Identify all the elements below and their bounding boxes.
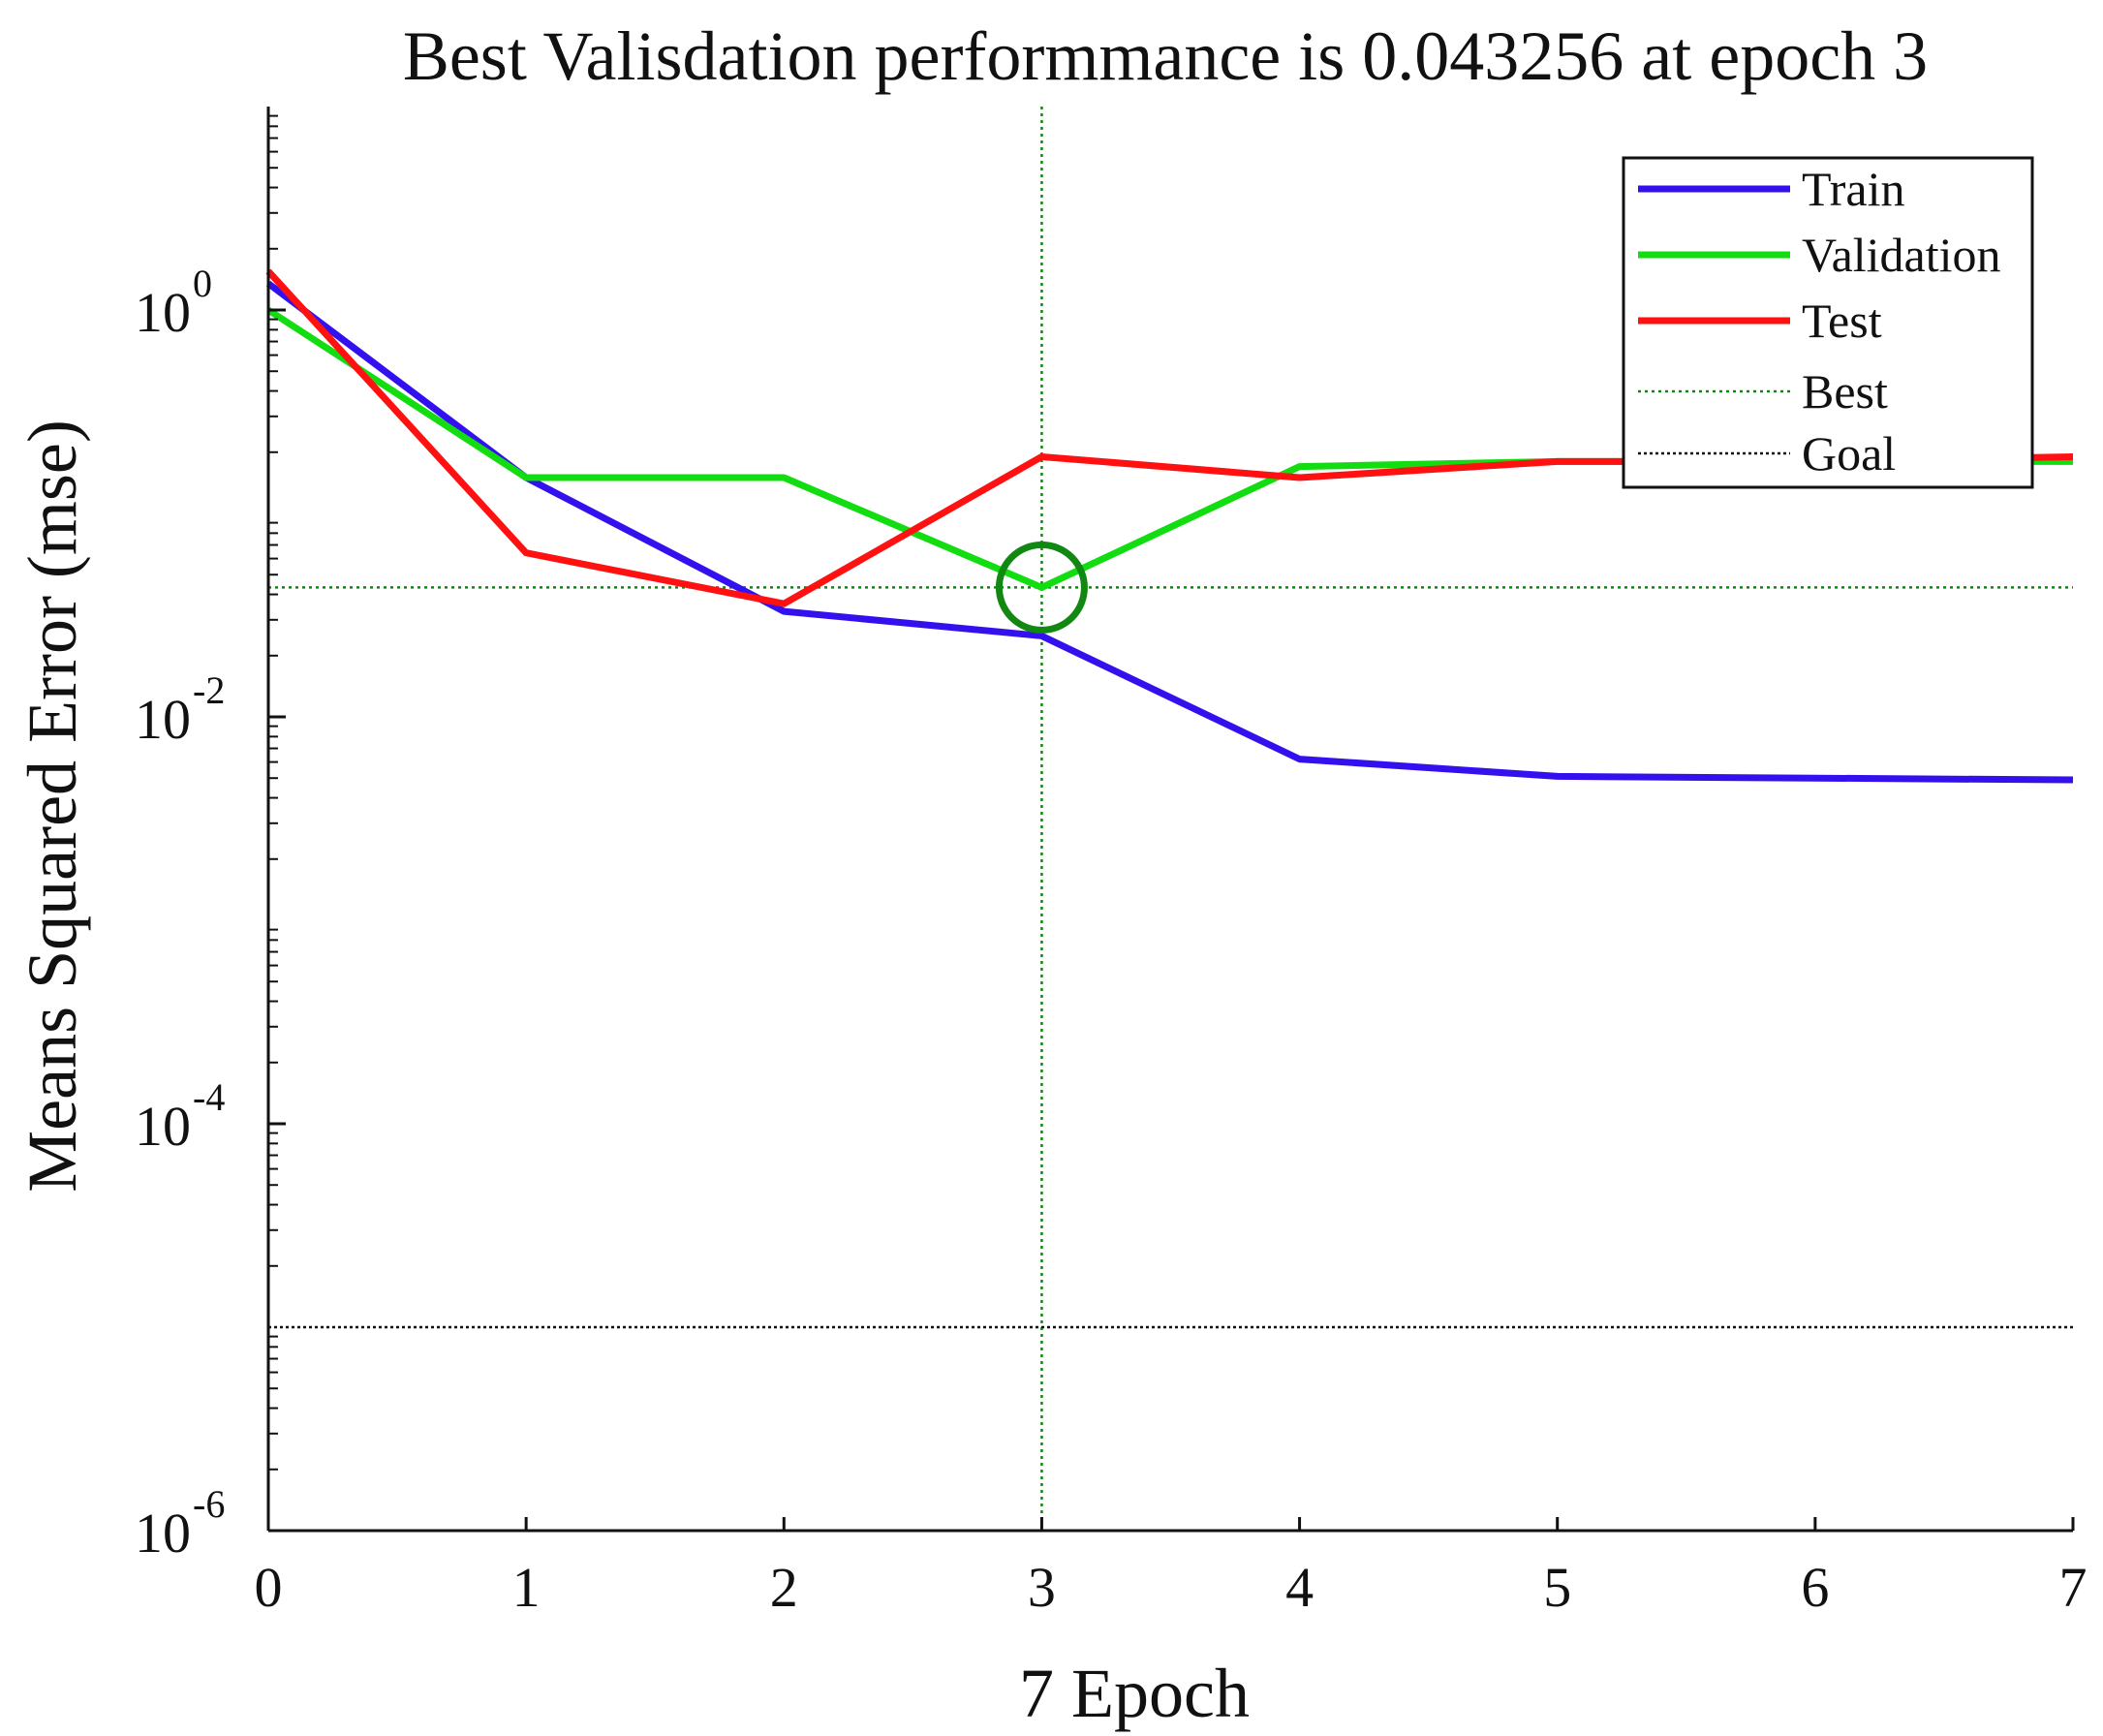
y-tick-label-base: 10 [135,1095,191,1158]
legend-label-train: Train [1802,162,1905,216]
legend-label-best: Best [1802,364,1888,418]
x-tick-label: 3 [1028,1556,1056,1619]
y-tick-label-exponent: -2 [193,668,225,712]
x-axis-label: 7 Epoch [1019,1655,1250,1732]
legend-label-goal: Goal [1802,426,1896,480]
y-tick-label-base: 10 [135,1502,191,1565]
x-tick-label: 1 [512,1556,541,1619]
y-tick-label-exponent: 0 [193,262,212,305]
x-tick-label: 4 [1285,1556,1314,1619]
legend-label-test: Test [1802,294,1882,348]
series-line-train [265,280,2074,784]
x-tick-label: 6 [1801,1556,1829,1619]
y-axis-label: Means Squared Error (mse) [14,419,91,1193]
y-tick-label-base: 10 [135,688,191,751]
x-tick-label: 5 [1543,1556,1571,1619]
y-tick-label-exponent: -6 [193,1482,225,1526]
legend-label-validation: Validation [1802,228,2001,282]
y-tick-label-base: 10 [135,281,191,344]
legend: Train Validation Test Best Goal [1622,156,2034,489]
best-marker-circle [995,541,1088,634]
y-tick-label-exponent: -4 [193,1075,225,1119]
x-tick-label: 7 [2059,1556,2088,1619]
x-tick-label: 0 [255,1556,283,1619]
chart-title: Best Valisdation performmance is 0.04325… [403,17,1928,95]
x-tick-label: 2 [770,1556,798,1619]
